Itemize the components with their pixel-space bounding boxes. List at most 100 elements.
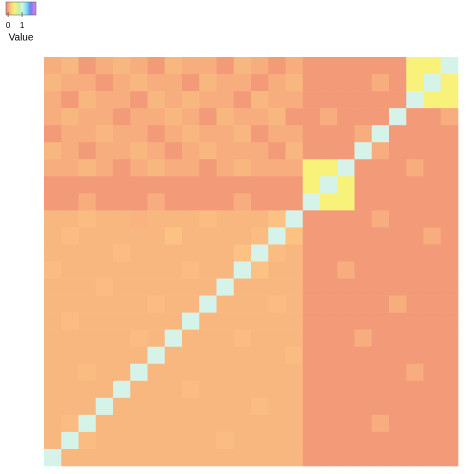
heatmap-cell: [423, 261, 442, 279]
heatmap-cell: [268, 193, 286, 211]
heatmap-cell: [95, 210, 114, 228]
heatmap-cell: [440, 414, 459, 433]
heatmap-cell: [113, 193, 131, 211]
heatmap-cell: [440, 295, 459, 313]
heatmap-cell: [78, 125, 97, 143]
heatmap-cell: [216, 329, 235, 348]
heatmap-cell: [113, 227, 131, 245]
heatmap-cell: [389, 159, 407, 177]
heatmap-cell: [182, 414, 200, 433]
heatmap-cell: [130, 278, 148, 296]
heatmap-cell: [78, 57, 97, 75]
heatmap: [44, 57, 459, 467]
heatmap-cell: [61, 448, 79, 467]
heatmap-cell: [130, 380, 148, 399]
heatmap-cell: [216, 244, 235, 262]
heatmap-cell: [268, 295, 286, 313]
heatmap-cell: [337, 108, 355, 126]
heatmap-cell: [354, 448, 373, 467]
heatmap-cell: [285, 363, 304, 382]
heatmap-cell: [337, 312, 355, 330]
heatmap-cell: [354, 397, 373, 416]
heatmap-cell: [233, 329, 252, 348]
heatmap-cell: [78, 397, 97, 416]
heatmap-cell: [199, 159, 217, 177]
heatmap-cell: [337, 193, 355, 211]
heatmap-cell: [371, 125, 390, 143]
heatmap-cell: [95, 295, 114, 313]
heatmap-cell: [251, 278, 269, 296]
heatmap-cell: [216, 448, 235, 467]
heatmap-cell: [147, 261, 166, 279]
heatmap-cell: [423, 244, 442, 262]
heatmap-cell: [164, 380, 183, 399]
heatmap-cell: [440, 108, 459, 126]
heatmap-cell: [182, 346, 200, 365]
heatmap-cell: [440, 431, 459, 450]
heatmap-cell: [233, 448, 252, 467]
heatmap-cell: [302, 312, 321, 330]
heatmap-cell: [440, 448, 459, 467]
heatmap-cell: [182, 312, 200, 330]
heatmap-cell: [354, 142, 373, 160]
heatmap-cell: [423, 57, 442, 75]
heatmap-cell: [182, 329, 200, 348]
heatmap-cell: [371, 346, 390, 365]
heatmap-cell: [406, 448, 424, 467]
heatmap-cell: [95, 414, 114, 433]
heatmap-cell: [320, 108, 338, 126]
heatmap-cell: [130, 125, 148, 143]
heatmap-cell: [268, 125, 286, 143]
heatmap-cell: [233, 244, 252, 262]
heatmap-cell: [164, 244, 183, 262]
heatmap-cell: [423, 397, 442, 416]
heatmap-cell: [95, 312, 114, 330]
heatmap-cell: [371, 380, 390, 399]
heatmap-cell: [78, 176, 97, 194]
heatmap-cell: [268, 210, 286, 228]
heatmap-cell: [147, 176, 166, 194]
heatmap-cell: [389, 227, 407, 245]
heatmap-cell: [95, 329, 114, 348]
heatmap-cell: [199, 431, 217, 450]
heatmap-cell: [44, 329, 62, 348]
heatmap-cell: [302, 57, 321, 75]
heatmap-cell: [268, 91, 286, 109]
heatmap-cell: [285, 91, 304, 109]
heatmap-cell: [406, 380, 424, 399]
heatmap-cell: [44, 431, 62, 450]
heatmap-cell: [164, 278, 183, 296]
heatmap-cell: [440, 363, 459, 382]
heatmap-cell: [440, 91, 459, 109]
heatmap-cell: [44, 448, 62, 467]
heatmap-cell: [147, 329, 166, 348]
heatmap-cell: [130, 142, 148, 160]
heatmap-cell: [113, 57, 131, 75]
heatmap-cell: [371, 261, 390, 279]
heatmap-cell: [233, 414, 252, 433]
heatmap-cell: [320, 227, 338, 245]
heatmap-cell: [182, 57, 200, 75]
heatmap-cell: [371, 397, 390, 416]
heatmap-cell: [164, 448, 183, 467]
heatmap-cell: [320, 159, 338, 177]
heatmap-cell: [440, 74, 459, 92]
heatmap-cell: [61, 57, 79, 75]
heatmap-cell: [406, 210, 424, 228]
heatmap-cell: [302, 414, 321, 433]
heatmap-cell: [233, 159, 252, 177]
heatmap-cell: [423, 91, 442, 109]
heatmap-cell: [371, 176, 390, 194]
heatmap-cell: [406, 176, 424, 194]
heatmap-cell: [130, 431, 148, 450]
heatmap-cell: [423, 74, 442, 92]
heatmap-cell: [268, 176, 286, 194]
colorbar-tick-label: 1: [20, 21, 25, 30]
heatmap-cell: [320, 431, 338, 450]
heatmap-cell: [113, 431, 131, 450]
heatmap-cell: [371, 193, 390, 211]
heatmap-cell: [130, 295, 148, 313]
heatmap-cell: [147, 414, 166, 433]
heatmap-cell: [216, 210, 235, 228]
heatmap-cell: [233, 142, 252, 160]
